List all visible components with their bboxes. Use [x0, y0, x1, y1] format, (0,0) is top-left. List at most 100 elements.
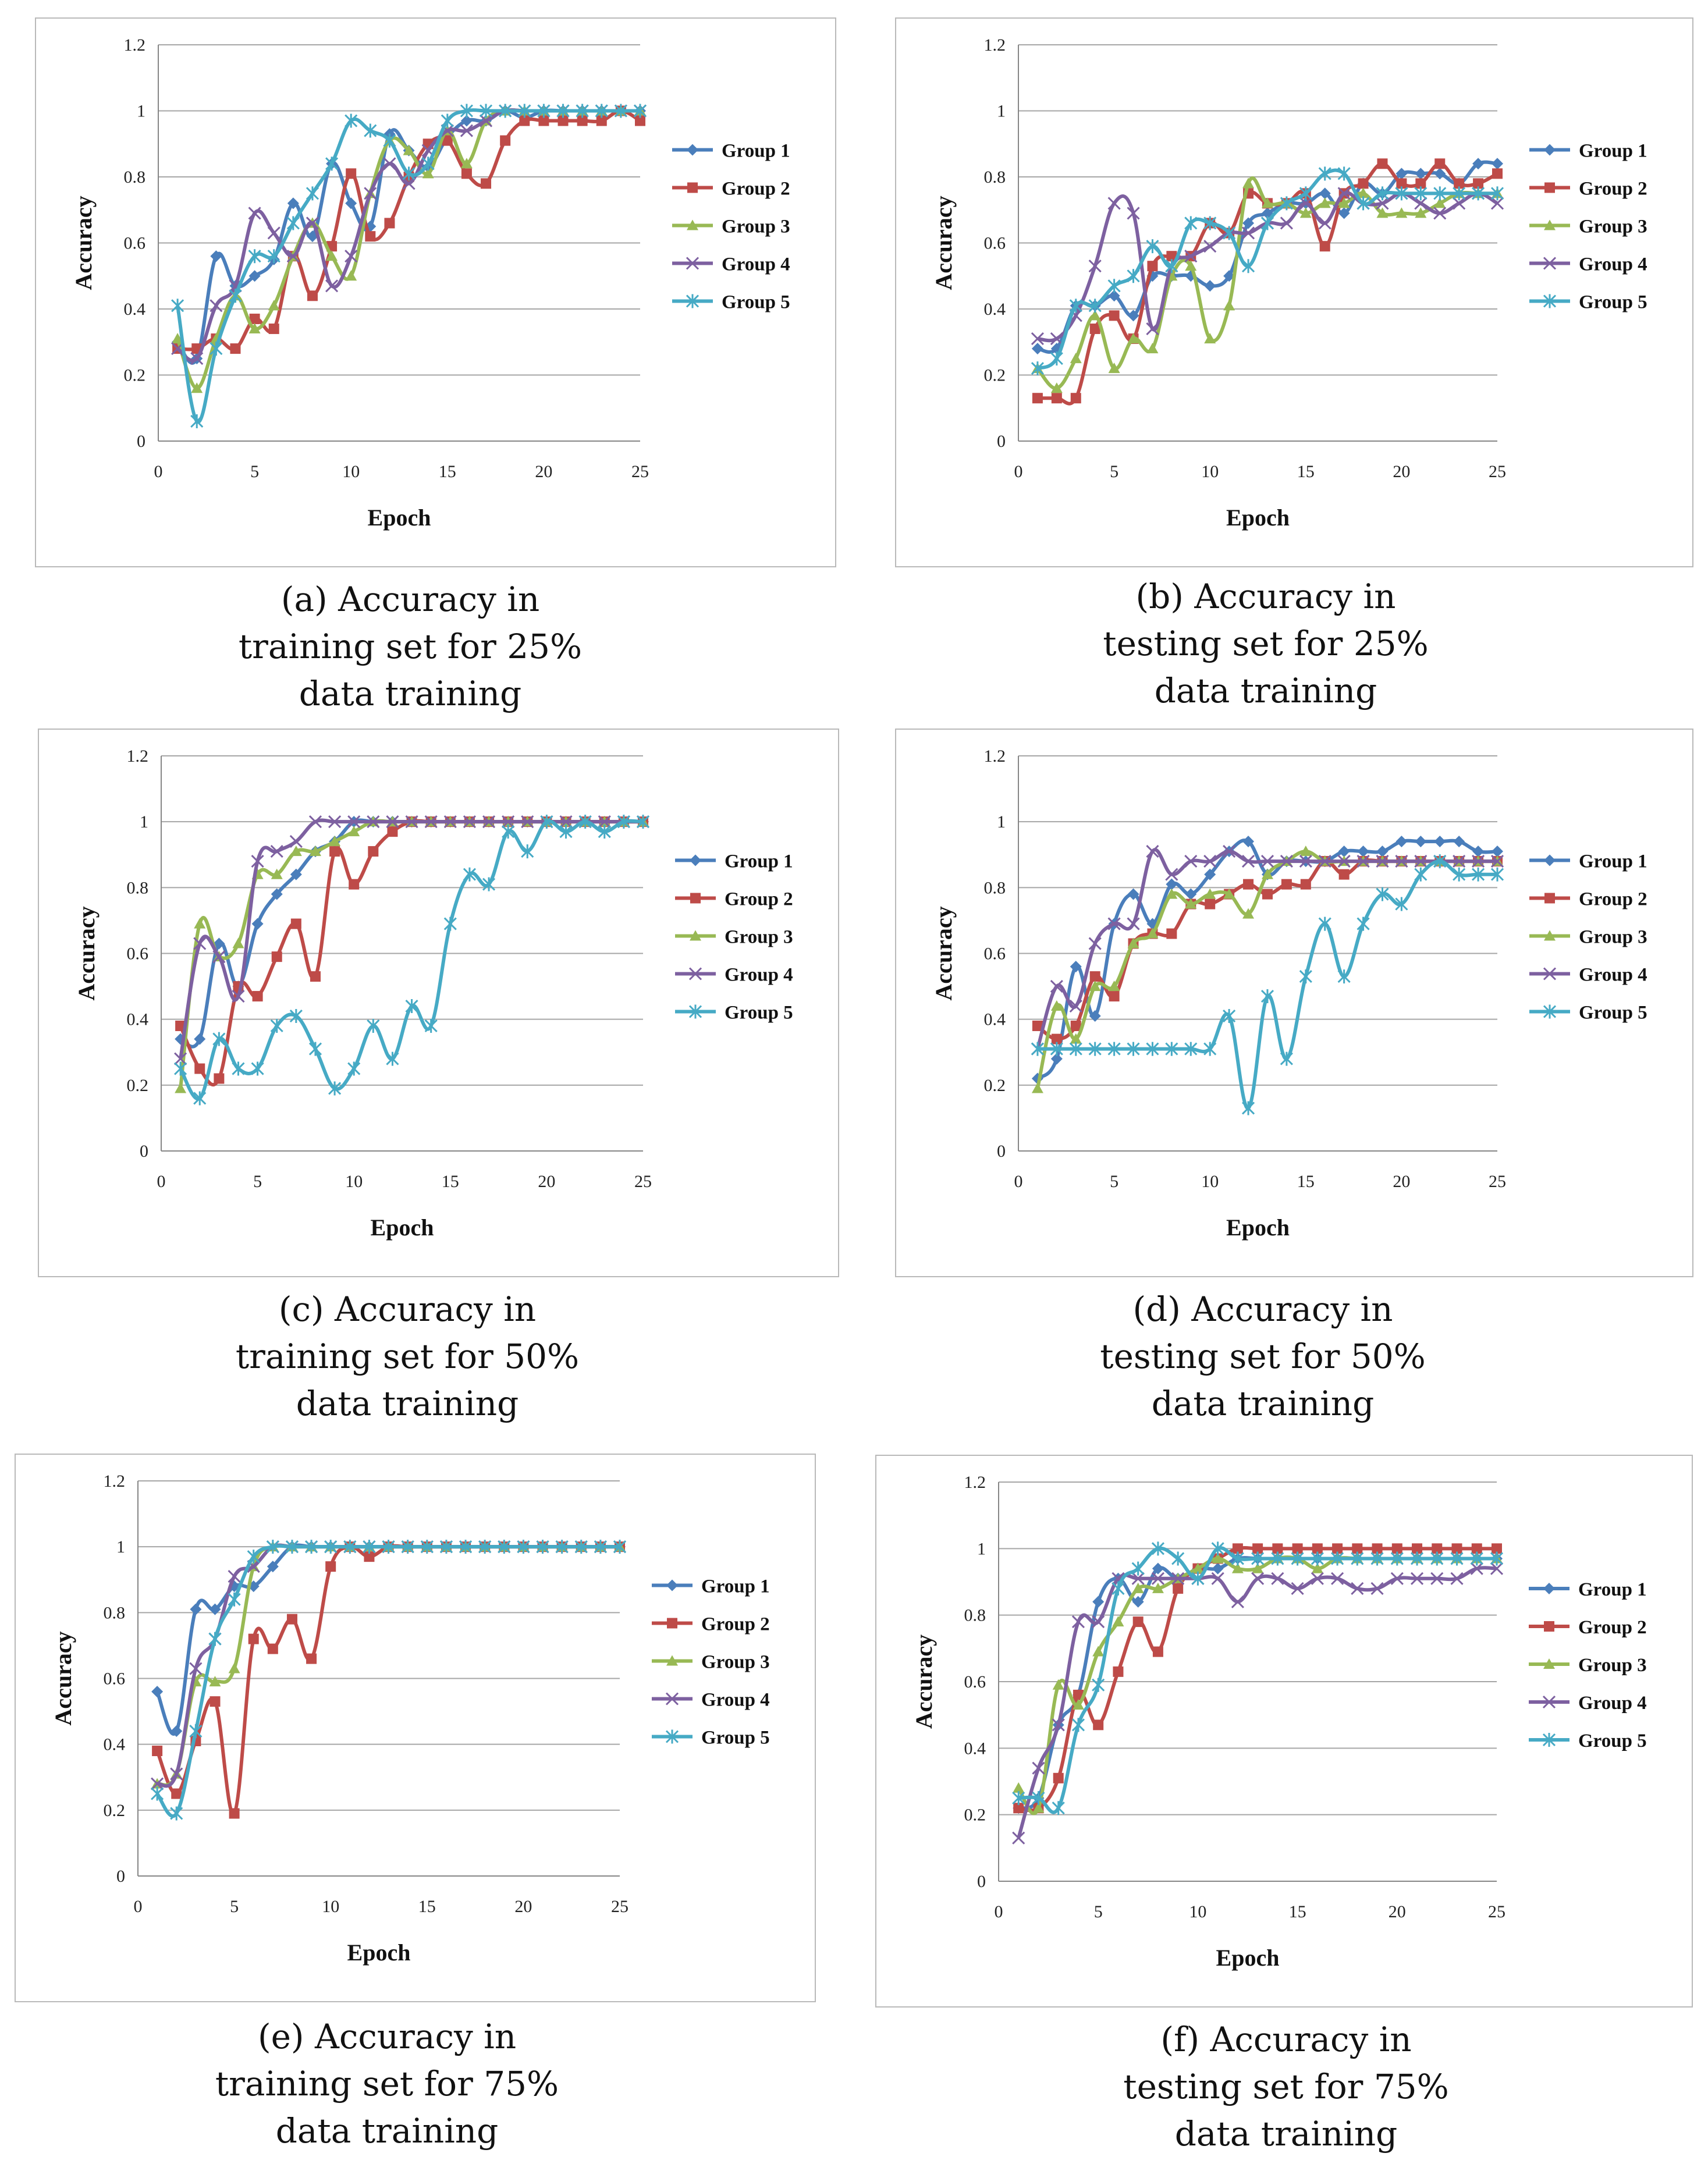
data-point — [1472, 845, 1485, 858]
data-point — [325, 279, 339, 293]
legend-marker — [665, 1692, 679, 1706]
data-point — [1204, 888, 1216, 899]
data-point — [249, 314, 260, 325]
series-group-2 — [1032, 856, 1503, 1044]
data-point — [1357, 916, 1370, 931]
data-point — [267, 1561, 279, 1573]
data-point — [1299, 186, 1312, 201]
legend-marker — [686, 257, 699, 270]
legend-label: Group 2 — [1578, 1617, 1647, 1638]
data-point — [329, 836, 341, 847]
legend-item: Group 4 — [672, 254, 790, 275]
data-point — [460, 124, 473, 137]
y-tick-label: 1 — [997, 812, 1006, 832]
data-point — [367, 815, 380, 829]
legend-item: Group 5 — [675, 1003, 793, 1024]
legend-item: Group 3 — [675, 927, 793, 948]
data-point — [1108, 290, 1120, 302]
data-point — [459, 1540, 473, 1554]
data-point — [1331, 1551, 1344, 1566]
x-tick-label: 20 — [1393, 1172, 1410, 1191]
caption-line: data training — [1174, 2114, 1398, 2154]
data-point — [270, 1018, 283, 1033]
data-point — [306, 186, 319, 201]
data-point — [502, 815, 515, 829]
legend-marker — [1542, 1733, 1556, 1747]
data-point — [405, 999, 418, 1014]
data-point — [171, 1725, 183, 1738]
data-point — [460, 115, 473, 127]
data-point — [1311, 1562, 1323, 1573]
data-point — [1242, 908, 1255, 919]
legend-marker — [687, 219, 698, 230]
data-point — [478, 1540, 492, 1554]
data-point — [1454, 178, 1465, 189]
data-point — [1473, 178, 1484, 189]
data-point — [635, 115, 645, 126]
data-point — [1223, 888, 1235, 899]
data-point — [230, 343, 241, 354]
data-point — [558, 115, 569, 126]
data-point — [1376, 207, 1389, 218]
data-point — [1370, 1582, 1384, 1595]
data-point — [1261, 197, 1273, 208]
series-group-2 — [1032, 158, 1503, 406]
data-point — [286, 250, 300, 263]
legend-label: Group 2 — [701, 1614, 770, 1635]
caption-line: training set for 50% — [235, 1337, 580, 1376]
data-point — [190, 414, 204, 428]
data-point — [1434, 836, 1446, 848]
data-point — [1252, 1543, 1263, 1554]
series-group-2 — [152, 1541, 625, 1819]
series-line — [1017, 1556, 1497, 1810]
data-point — [1318, 166, 1331, 181]
data-point — [614, 104, 627, 118]
y-axis-title: Accuracy — [70, 196, 97, 290]
data-point — [1280, 855, 1293, 868]
data-point — [521, 844, 534, 859]
x-tick-label: 25 — [634, 1172, 652, 1191]
x-tick-label: 5 — [1094, 1902, 1103, 1921]
data-point — [308, 815, 322, 829]
y-tick-label: 0.4 — [984, 1010, 1006, 1029]
data-point — [633, 104, 647, 118]
data-point — [1377, 158, 1388, 169]
data-point — [1071, 1615, 1085, 1629]
data-point — [1358, 178, 1369, 189]
legend-item: Group 4 — [1529, 965, 1647, 986]
data-point — [170, 1767, 183, 1781]
legend-label: Group 1 — [1579, 851, 1647, 872]
y-tick-label: 0 — [997, 1142, 1006, 1161]
data-point — [556, 104, 570, 118]
legend-marker — [666, 1579, 678, 1591]
data-point — [268, 300, 280, 311]
data-point — [1318, 916, 1331, 931]
data-point — [1127, 888, 1139, 900]
data-point — [1319, 241, 1330, 252]
caption-d: (d) Accuracy in testing set for 50% data… — [992, 1286, 1533, 1427]
data-point — [1332, 1543, 1343, 1554]
data-point — [1203, 216, 1217, 230]
series-group-2 — [1013, 1543, 1502, 1814]
series-line — [1037, 160, 1498, 354]
data-point — [1241, 855, 1255, 868]
legend-item: Group 1 — [675, 851, 793, 872]
data-point — [1073, 1689, 1084, 1700]
data-point — [1173, 1583, 1184, 1594]
x-tick-label: 10 — [1201, 1172, 1219, 1191]
data-point — [1243, 879, 1254, 890]
data-point — [1088, 260, 1102, 273]
y-tick-label: 1 — [137, 102, 145, 121]
y-axis-title: Accuracy — [931, 906, 957, 1000]
data-point — [1492, 1543, 1502, 1554]
legend-marker — [666, 1655, 678, 1666]
data-point — [1231, 1551, 1244, 1566]
data-point — [1450, 1551, 1464, 1566]
data-point — [151, 1786, 164, 1801]
data-point — [1212, 1562, 1224, 1575]
legend-item: Group 3 — [1529, 216, 1647, 237]
data-point — [209, 299, 223, 312]
data-point — [175, 1082, 187, 1093]
data-point — [1391, 1543, 1402, 1554]
data-point — [1271, 1572, 1284, 1585]
